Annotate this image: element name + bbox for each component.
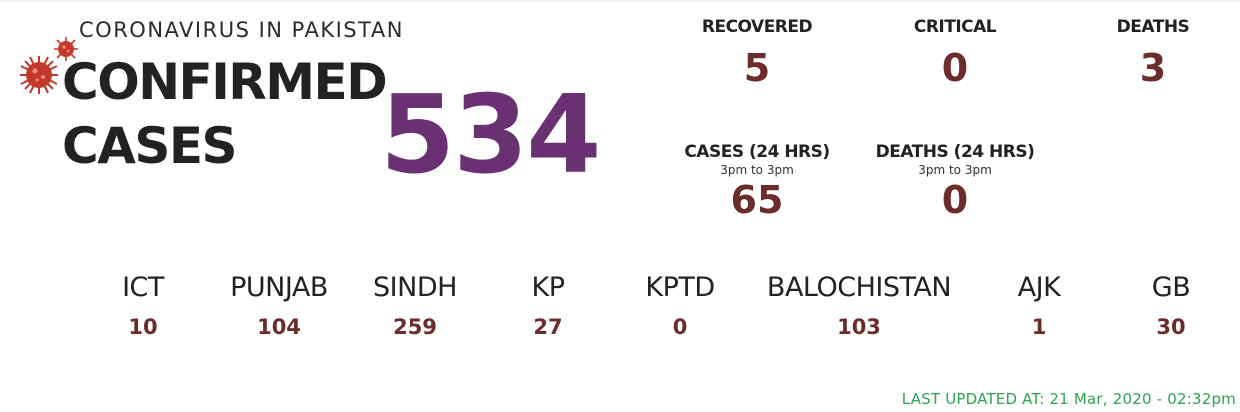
stat-value: 65 bbox=[730, 178, 784, 222]
stat-value: 5 bbox=[743, 46, 771, 90]
stat-label: RECOVERED bbox=[701, 17, 813, 37]
province-name: KPTD bbox=[645, 272, 715, 303]
province-name: AJK bbox=[1017, 272, 1061, 303]
province-kp: KP 27 bbox=[438, 272, 658, 339]
province-ict: ICT 10 bbox=[33, 272, 253, 339]
stat-recovered: RECOVERED 5 bbox=[657, 17, 857, 91]
stat-label: DEATHS (24 HRS) bbox=[875, 142, 1035, 162]
stat-value: 0 bbox=[941, 46, 969, 90]
province-name: KP bbox=[531, 272, 566, 303]
last-updated-value: 21 Mar, 2020 - 02:32pm bbox=[1049, 390, 1236, 408]
stat-cases-24h: CASES (24 HRS) 3pm to 3pm 65 bbox=[657, 142, 857, 223]
stat-label: CASES (24 HRS) bbox=[684, 142, 830, 162]
virus-icon-small bbox=[54, 37, 78, 61]
stat-label: DEATHS bbox=[1116, 17, 1190, 37]
stat-critical: CRITICAL 0 bbox=[855, 17, 1055, 91]
stat-deaths: DEATHS 3 bbox=[1053, 17, 1240, 91]
stat-label: CRITICAL bbox=[913, 17, 997, 37]
last-updated-label: LAST UPDATED AT: bbox=[901, 390, 1045, 408]
stat-deaths-24h: DEATHS (24 HRS) 3pm to 3pm 0 bbox=[855, 142, 1055, 223]
confirmed-cases-heading: CONFIRMED CASES bbox=[62, 50, 388, 178]
province-name: SINDH bbox=[373, 272, 457, 303]
province-gb: GB 30 bbox=[1061, 272, 1240, 339]
province-sindh: SINDH 259 bbox=[305, 272, 525, 339]
heading-line-2: CASES bbox=[62, 117, 238, 175]
province-kptd: KPTD 0 bbox=[570, 272, 790, 339]
province-value: 1 bbox=[1031, 315, 1047, 339]
page-subtitle: CORONAVIRUS IN PAKISTAN bbox=[79, 18, 404, 42]
province-value: 259 bbox=[393, 315, 437, 339]
province-name: BALOCHISTAN bbox=[766, 272, 952, 303]
province-name: GB bbox=[1151, 272, 1191, 303]
province-balochistan: BALOCHISTAN 103 bbox=[749, 272, 969, 339]
province-name: PUNJAB bbox=[230, 272, 328, 303]
heading-line-1: CONFIRMED bbox=[62, 53, 388, 111]
stat-value: 3 bbox=[1139, 46, 1167, 90]
virus-icon-large bbox=[20, 56, 58, 94]
province-name: ICT bbox=[122, 272, 164, 303]
province-value: 10 bbox=[128, 315, 158, 339]
province-value: 30 bbox=[1156, 315, 1186, 339]
top-divider bbox=[0, 0, 1240, 2]
stat-sublabel: 3pm to 3pm bbox=[720, 163, 794, 177]
stat-sublabel: 3pm to 3pm bbox=[918, 163, 992, 177]
province-punjab: PUNJAB 104 bbox=[169, 272, 389, 339]
confirmed-total: 534 bbox=[380, 73, 601, 198]
stat-value: 0 bbox=[941, 178, 969, 222]
province-value: 103 bbox=[837, 315, 881, 339]
province-value: 27 bbox=[533, 315, 563, 339]
last-updated: LAST UPDATED AT: 21 Mar, 2020 - 02:32pm bbox=[902, 390, 1236, 408]
province-ajk: AJK 1 bbox=[929, 272, 1149, 339]
province-value: 0 bbox=[672, 315, 688, 339]
province-value: 104 bbox=[257, 315, 301, 339]
